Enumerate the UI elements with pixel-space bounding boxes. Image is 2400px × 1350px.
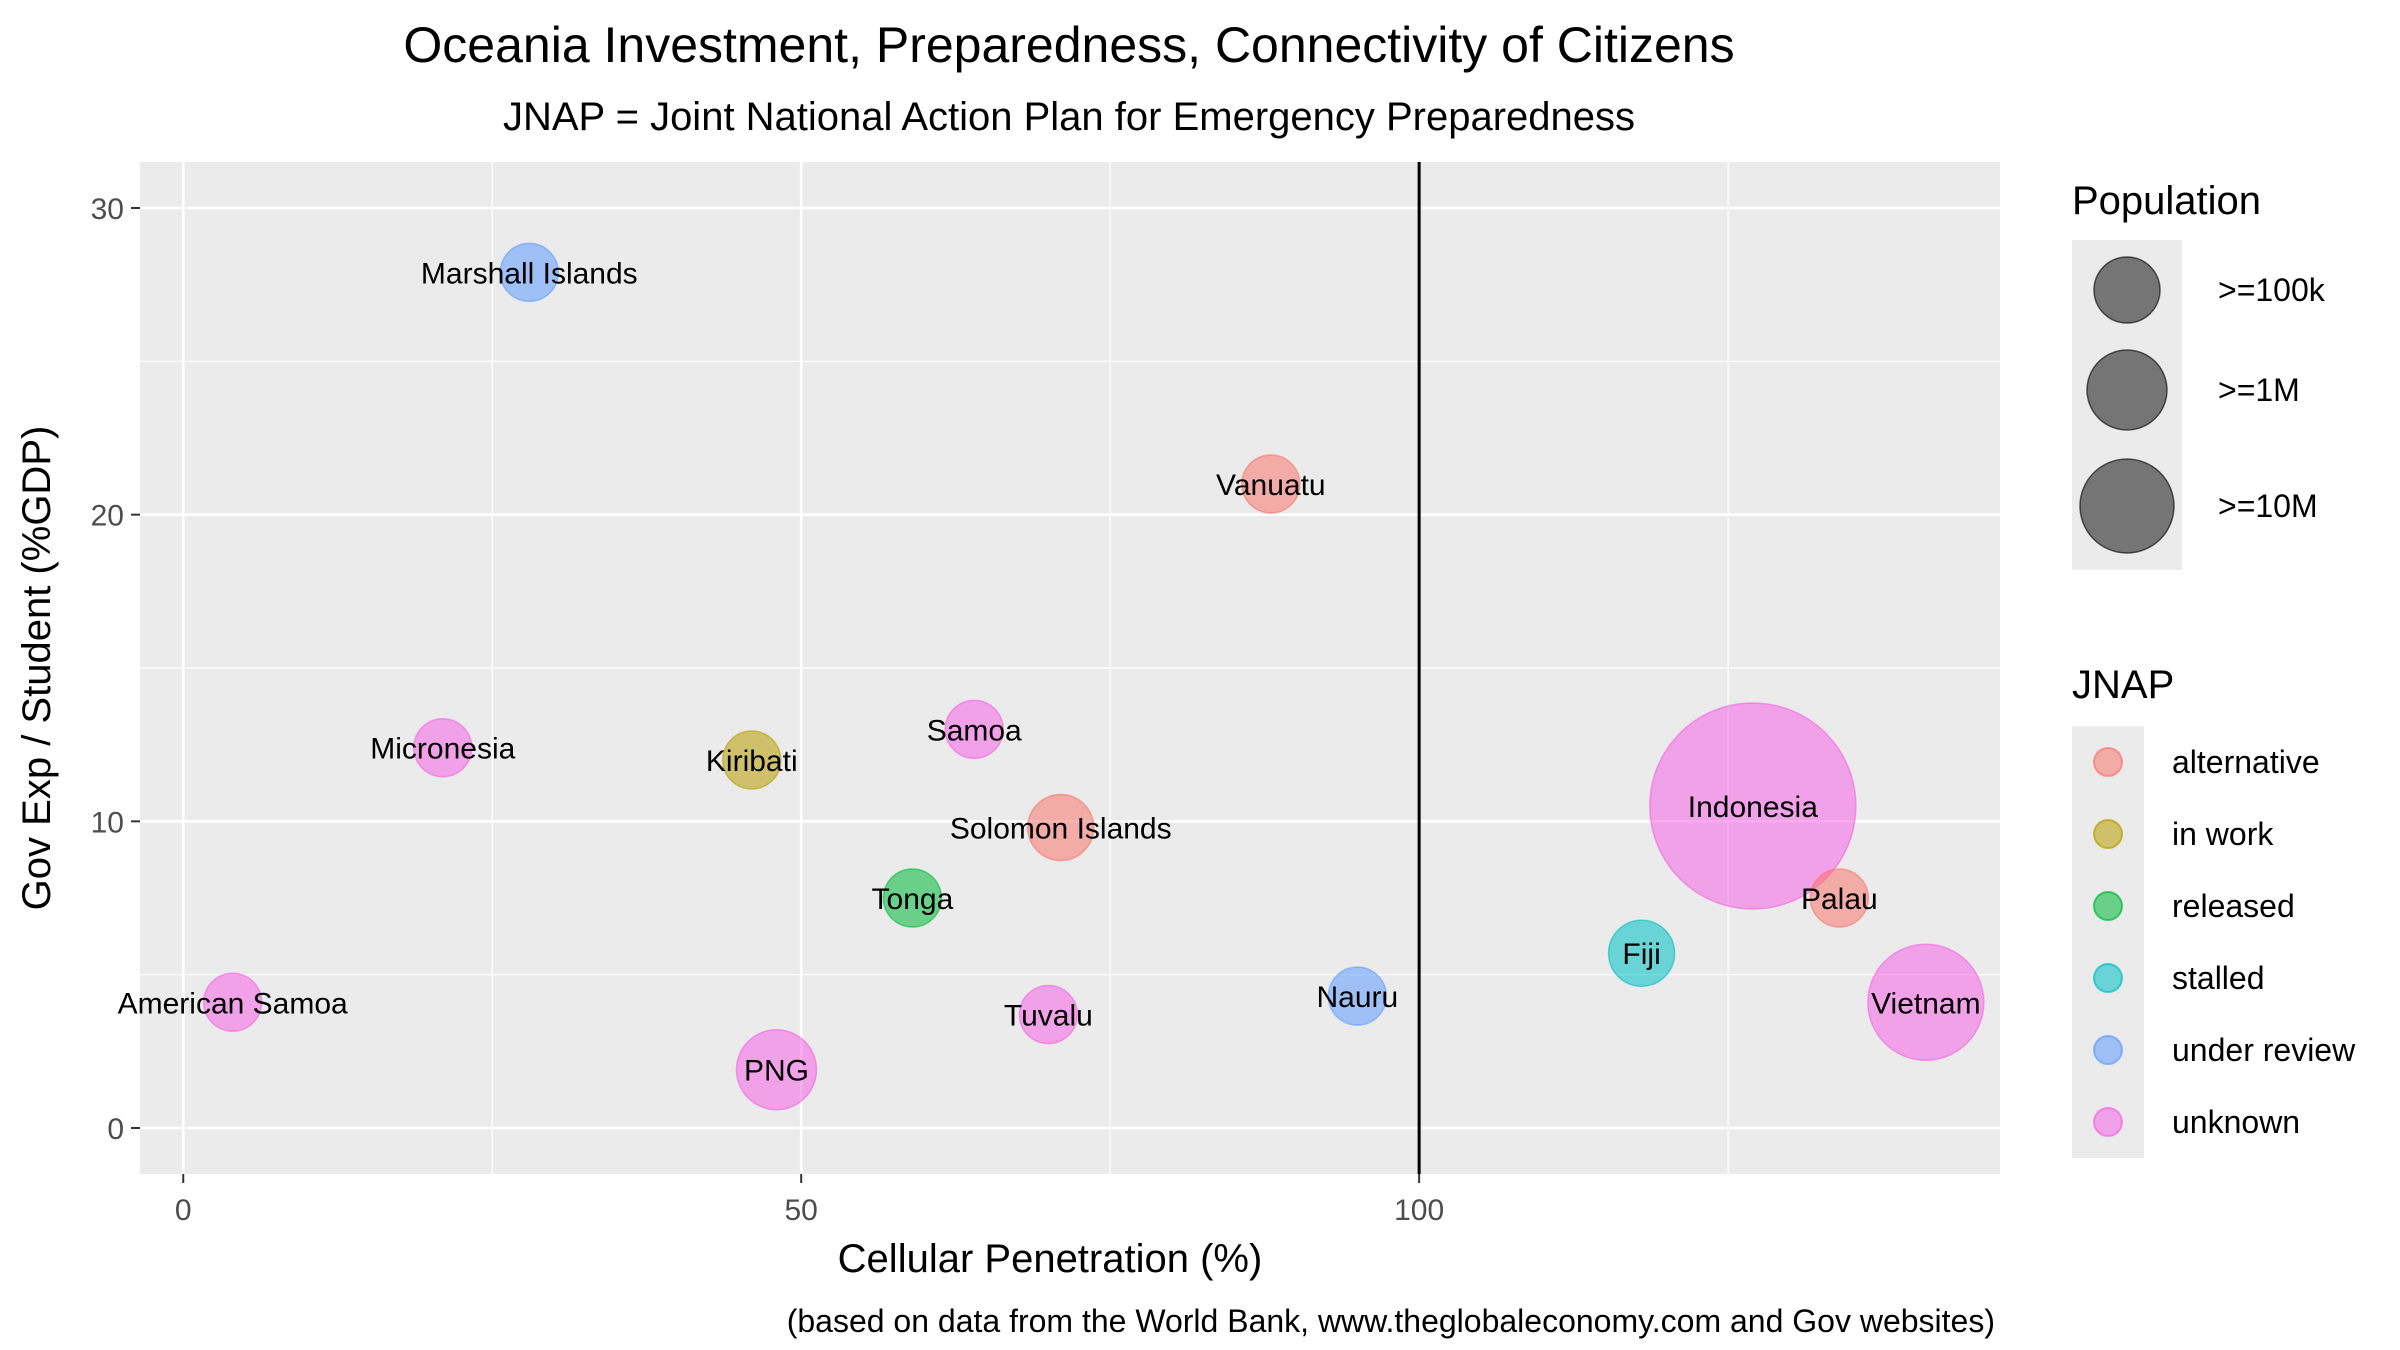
color-legend-key [2093, 1107, 2123, 1137]
size-legend-key [2086, 349, 2168, 431]
point-label: Kiribati [706, 745, 798, 778]
data-point [1241, 454, 1301, 514]
y-axis-title: Gov Exp / Student (%GDP) [15, 426, 59, 911]
data-point [882, 868, 943, 928]
data-point [735, 1028, 818, 1111]
color-legend-label: released [2172, 888, 2295, 924]
data-point [1327, 966, 1388, 1026]
chart-caption: (based on data from the World Bank, www.… [787, 1303, 1995, 1339]
chart-subtitle: JNAP = Joint National Action Plan for Em… [503, 95, 1635, 139]
color-legend-key [2093, 819, 2123, 849]
color-legend-label: under review [2172, 1032, 2356, 1068]
data-point [1026, 793, 1095, 862]
data-point [202, 972, 263, 1033]
size-legend-title: Population [2072, 179, 2261, 223]
point-label: Tuvalu [1004, 1000, 1093, 1033]
x-tick-label: 0 [175, 1194, 192, 1227]
color-legend-keys-background [2072, 726, 2144, 1158]
color-legend-label: in work [2172, 816, 2274, 852]
x-tick-label: 100 [1394, 1194, 1444, 1227]
color-legend-label: alternative [2172, 744, 2320, 780]
point-label: Solomon Islands [950, 812, 1172, 845]
size-legend: Population >=100k >=1M >=10M [2072, 179, 2326, 570]
data-point [722, 730, 782, 790]
point-label: Vanuatu [1216, 469, 1326, 502]
y-tick-label: 30 [91, 193, 124, 226]
color-legend-label: stalled [2172, 960, 2265, 996]
data-point [499, 242, 560, 303]
color-legend-key [2093, 747, 2123, 777]
point-label: Vietnam [1871, 987, 1981, 1020]
point-label: Palau [1801, 883, 1878, 916]
size-legend-items: >=100k >=1M >=10M [2079, 256, 2326, 554]
point-label: Tonga [872, 883, 954, 916]
color-legend-items: alternative in work released stalled under r… [2093, 744, 2356, 1140]
y-tick-label: 0 [107, 1113, 124, 1146]
data-point [413, 717, 473, 778]
x-axis-title: Cellular Penetration (%) [838, 1237, 1263, 1281]
color-legend: JNAP alternative in work released stalled un… [2072, 663, 2356, 1158]
size-legend-key [2093, 256, 2161, 324]
color-legend-key [2093, 1035, 2123, 1065]
size-legend-label: >=10M [2218, 488, 2318, 524]
x-axis: 0 50 100 [175, 1174, 1444, 1227]
point-label: Micronesia [370, 733, 515, 766]
color-legend-title: JNAP [2072, 663, 2174, 707]
point-label: Nauru [1316, 981, 1398, 1014]
color-legend-key [2093, 891, 2123, 921]
size-legend-label: >=1M [2218, 372, 2300, 408]
data-point [1018, 984, 1079, 1045]
point-label: Fiji [1622, 938, 1660, 971]
points-layer [202, 242, 1985, 1111]
y-axis: 0 10 20 30 [91, 193, 140, 1146]
grid-minor-lines [140, 162, 2000, 1174]
point-labels-layer: Marshall Islands Vanuatu Micronesia Kiribat… [118, 257, 1981, 1087]
data-point [1649, 702, 1857, 910]
data-point [944, 699, 1004, 760]
size-legend-key [2079, 458, 2175, 554]
chart-title: Oceania Investment, Preparedness, Connec… [403, 17, 1734, 73]
color-legend-key [2093, 963, 2123, 993]
color-legend-label: unknown [2172, 1104, 2300, 1140]
point-label: PNG [744, 1055, 809, 1088]
point-label: American Samoa [118, 987, 348, 1020]
y-tick-label: 20 [91, 500, 124, 533]
size-legend-label: >=100k [2218, 272, 2326, 308]
point-label: Indonesia [1688, 791, 1818, 824]
point-label: Samoa [927, 714, 1022, 747]
x-tick-label: 50 [785, 1194, 818, 1227]
data-point [1809, 868, 1870, 928]
data-point [1867, 943, 1985, 1062]
point-label: Marshall Islands [421, 257, 638, 290]
data-point [1607, 919, 1676, 987]
y-tick-label: 10 [91, 806, 124, 839]
